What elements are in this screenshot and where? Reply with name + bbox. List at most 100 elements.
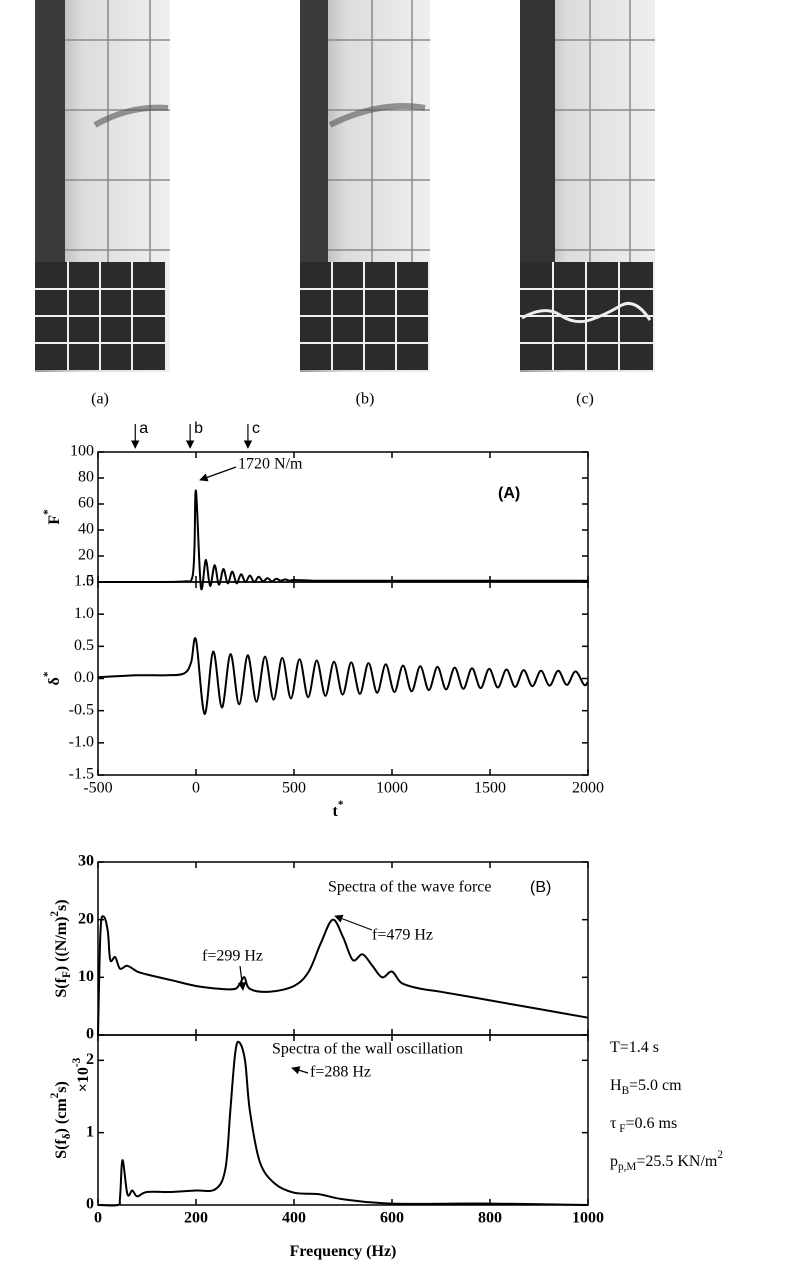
y-tick-label: 0 bbox=[86, 573, 94, 590]
y-tick-label: -1.5 bbox=[69, 766, 94, 783]
y-tick-label: 0 bbox=[86, 1026, 94, 1043]
annotation: f=479 Hz bbox=[372, 927, 433, 944]
y-tick-label: 80 bbox=[78, 469, 94, 486]
x-tick-label: 200 bbox=[184, 1210, 208, 1227]
annotation: f=299 Hz bbox=[202, 948, 263, 965]
y-tick-label: 0.5 bbox=[74, 637, 94, 654]
x-tick-label: 1000 bbox=[376, 780, 408, 797]
text-part: 2 bbox=[49, 1092, 61, 1098]
parameter: T=1.4 s bbox=[610, 1039, 659, 1056]
annotation-arrow bbox=[291, 1066, 309, 1075]
text-part: ×10 bbox=[75, 1067, 92, 1092]
data-line bbox=[97, 915, 589, 1036]
plot-frame bbox=[97, 451, 589, 583]
annotation: Spectra of the wave force bbox=[328, 879, 491, 896]
photo-b bbox=[300, 0, 430, 372]
text-part: B bbox=[622, 1085, 629, 1097]
plot-frame bbox=[97, 581, 589, 776]
data-line bbox=[97, 489, 588, 591]
photo-c bbox=[520, 0, 655, 372]
y-tick-label: 40 bbox=[78, 521, 94, 538]
plot-frame bbox=[97, 1034, 589, 1206]
photo-label: (c) bbox=[576, 391, 594, 408]
x-tick-label: 500 bbox=[282, 780, 306, 797]
y-tick-label: 1.0 bbox=[74, 605, 94, 622]
text-part: -3 bbox=[71, 1057, 83, 1067]
x-tick-label: 600 bbox=[380, 1210, 404, 1227]
annotation: 1720 N/m bbox=[238, 456, 303, 473]
text-part: =0.6 ms bbox=[625, 1115, 677, 1132]
text-part: =5.0 cm bbox=[629, 1077, 682, 1094]
parameter: pp,M=25.5 KN/m2 bbox=[610, 1149, 723, 1173]
text-part: S(f bbox=[53, 1139, 70, 1159]
x-tick-label: 1500 bbox=[474, 780, 506, 797]
x-tick-label: 2000 bbox=[572, 780, 604, 797]
x-tick-label: 0 bbox=[94, 1210, 102, 1227]
x-tick-label: 400 bbox=[282, 1210, 306, 1227]
y-tick-label: 1.5 bbox=[74, 573, 94, 590]
x-axis-label: t* bbox=[333, 799, 344, 820]
panel-label: (B) bbox=[530, 879, 551, 896]
text-part: s) bbox=[53, 1081, 70, 1093]
annotation-arrow bbox=[237, 965, 247, 991]
annotation-arrow bbox=[334, 914, 373, 931]
y-tick-label: 60 bbox=[78, 495, 94, 512]
parameter: HB=5.0 cm bbox=[610, 1077, 682, 1097]
data-line bbox=[97, 637, 589, 715]
photo-label: (a) bbox=[91, 391, 109, 408]
photo-a bbox=[35, 0, 170, 372]
text-part: H bbox=[610, 1077, 622, 1094]
y-axis-label: δ* bbox=[42, 671, 63, 685]
text-part: T=1.4 s bbox=[610, 1039, 659, 1056]
y-tick-label: 30 bbox=[78, 853, 94, 870]
text-part: ) ((N/m) bbox=[53, 917, 70, 972]
y-scale-label: ×10-3 bbox=[71, 1057, 92, 1092]
event-label: b bbox=[194, 420, 203, 437]
photo-label: (b) bbox=[356, 391, 375, 408]
text-part: * bbox=[338, 799, 344, 811]
y-tick-label: -1.0 bbox=[69, 734, 94, 751]
x-tick-label: 0 bbox=[192, 780, 200, 797]
text-part: 2 bbox=[49, 911, 61, 917]
annotation: Spectra of the wall oscillation bbox=[272, 1041, 463, 1058]
text-part: S(f bbox=[53, 977, 70, 997]
text-part: t bbox=[333, 803, 339, 820]
y-axis-label: F* bbox=[42, 509, 63, 525]
text-part: 2 bbox=[717, 1149, 723, 1161]
y-tick-label: 0 bbox=[86, 1196, 94, 1213]
y-tick-label: 1 bbox=[86, 1123, 94, 1140]
annotation: f=288 Hz bbox=[310, 1064, 371, 1081]
text-part: * bbox=[42, 671, 54, 677]
text-part: s) bbox=[53, 899, 70, 911]
text-part: δ bbox=[61, 1133, 73, 1139]
text-part: δ bbox=[46, 677, 63, 685]
text-part: F bbox=[61, 971, 73, 978]
annotation-arrow bbox=[199, 466, 237, 482]
panel-label: (A) bbox=[498, 485, 520, 502]
y-tick-label: 10 bbox=[78, 968, 94, 985]
text-part: ) (cm bbox=[53, 1098, 70, 1134]
text-part: F bbox=[616, 1123, 625, 1135]
x-tick-label: 800 bbox=[478, 1210, 502, 1227]
text-part: =25.5 KN/m bbox=[636, 1153, 718, 1170]
y-tick-label: -0.5 bbox=[69, 701, 94, 718]
event-label: a bbox=[139, 420, 148, 437]
event-label: c bbox=[252, 420, 260, 437]
x-tick-label: -500 bbox=[83, 780, 112, 797]
y-tick-label: 2 bbox=[86, 1051, 94, 1068]
data-line bbox=[97, 1040, 589, 1207]
text-part: Frequency (Hz) bbox=[290, 1243, 397, 1260]
x-tick-label: 1000 bbox=[572, 1210, 604, 1227]
y-tick-label: 20 bbox=[78, 547, 94, 564]
y-axis-label: S(fF) ((N/m)2s) bbox=[49, 899, 73, 997]
text-part: F bbox=[46, 515, 63, 525]
x-axis-label: Frequency (Hz) bbox=[290, 1243, 397, 1260]
text-part: p bbox=[610, 1153, 618, 1170]
text-part: τ bbox=[610, 1115, 617, 1132]
y-tick-label: 20 bbox=[78, 910, 94, 927]
y-tick-label: 100 bbox=[70, 443, 94, 460]
text-part: * bbox=[42, 509, 54, 515]
y-axis-label: S(fδ) (cm2s) bbox=[49, 1081, 73, 1159]
